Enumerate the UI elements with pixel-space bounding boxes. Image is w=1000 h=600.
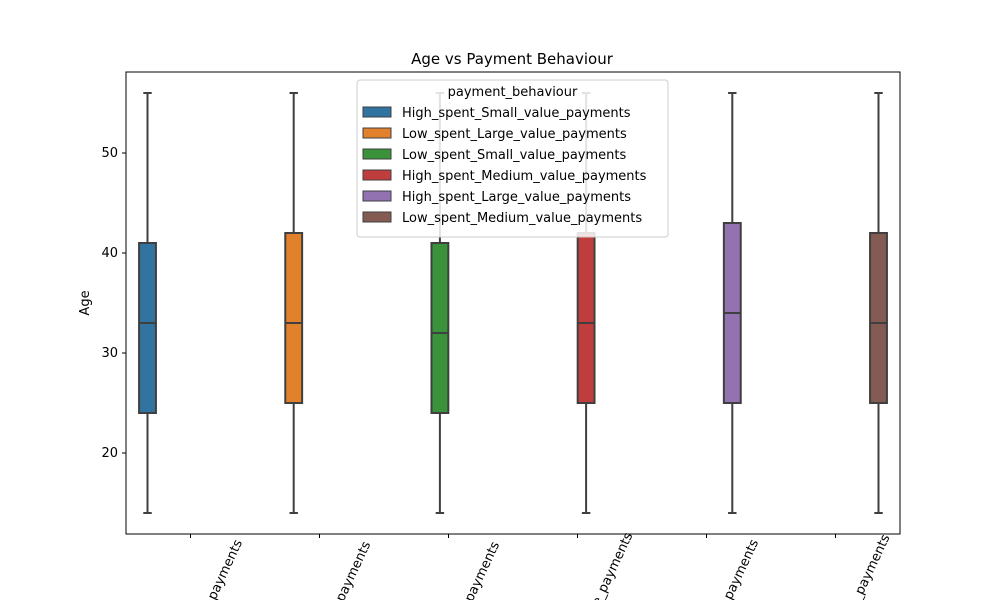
legend-swatch xyxy=(362,148,392,160)
legend-label: High_spent_Medium_value_payments xyxy=(402,169,647,184)
legend: payment_behaviour High_spent_Small_value_… xyxy=(356,79,669,238)
x-tick-label: High_spent_Large_value_payments xyxy=(652,537,762,600)
y-tick-label: 20 xyxy=(101,446,118,461)
chart-title: Age vs Payment Behaviour xyxy=(411,50,614,68)
x-tick-label: High_spent_Medium_value_payments xyxy=(520,530,637,600)
legend-title: payment_behaviour xyxy=(448,85,578,100)
legend-label: High_spent_Large_value_payments xyxy=(402,190,631,205)
legend-label: Low_spent_Large_value_payments xyxy=(402,127,627,142)
legend-label: High_spent_Small_value_payments xyxy=(402,106,631,121)
y-tick-label: 40 xyxy=(101,246,118,261)
y-tick-label: 30 xyxy=(101,346,118,361)
box xyxy=(430,242,450,414)
box xyxy=(869,232,888,404)
legend-box xyxy=(356,79,669,238)
y-axis-label: Age xyxy=(78,290,93,315)
legend-swatch xyxy=(362,169,392,181)
x-tick-label: Low_spent_Small_value_payments xyxy=(395,539,503,600)
x-tick-label: Low_spent_Medium_value_payments xyxy=(778,532,893,600)
legend-label: Low_spent_Medium_value_payments xyxy=(402,211,642,226)
box xyxy=(576,232,596,404)
x-tick-label: High_spent_Small_value_payments xyxy=(136,537,246,600)
y-tick-label: 50 xyxy=(101,146,118,161)
legend-swatch xyxy=(362,190,392,202)
legend-swatch xyxy=(362,211,392,223)
plot-frame xyxy=(125,71,901,535)
x-tick-label: Low_spent_Large_value_payments xyxy=(266,539,375,600)
legend-swatch xyxy=(362,106,392,118)
box xyxy=(284,232,304,404)
box xyxy=(138,242,157,414)
legend-swatch xyxy=(362,127,392,139)
legend-label: Low_spent_Small_value_payments xyxy=(402,148,626,163)
